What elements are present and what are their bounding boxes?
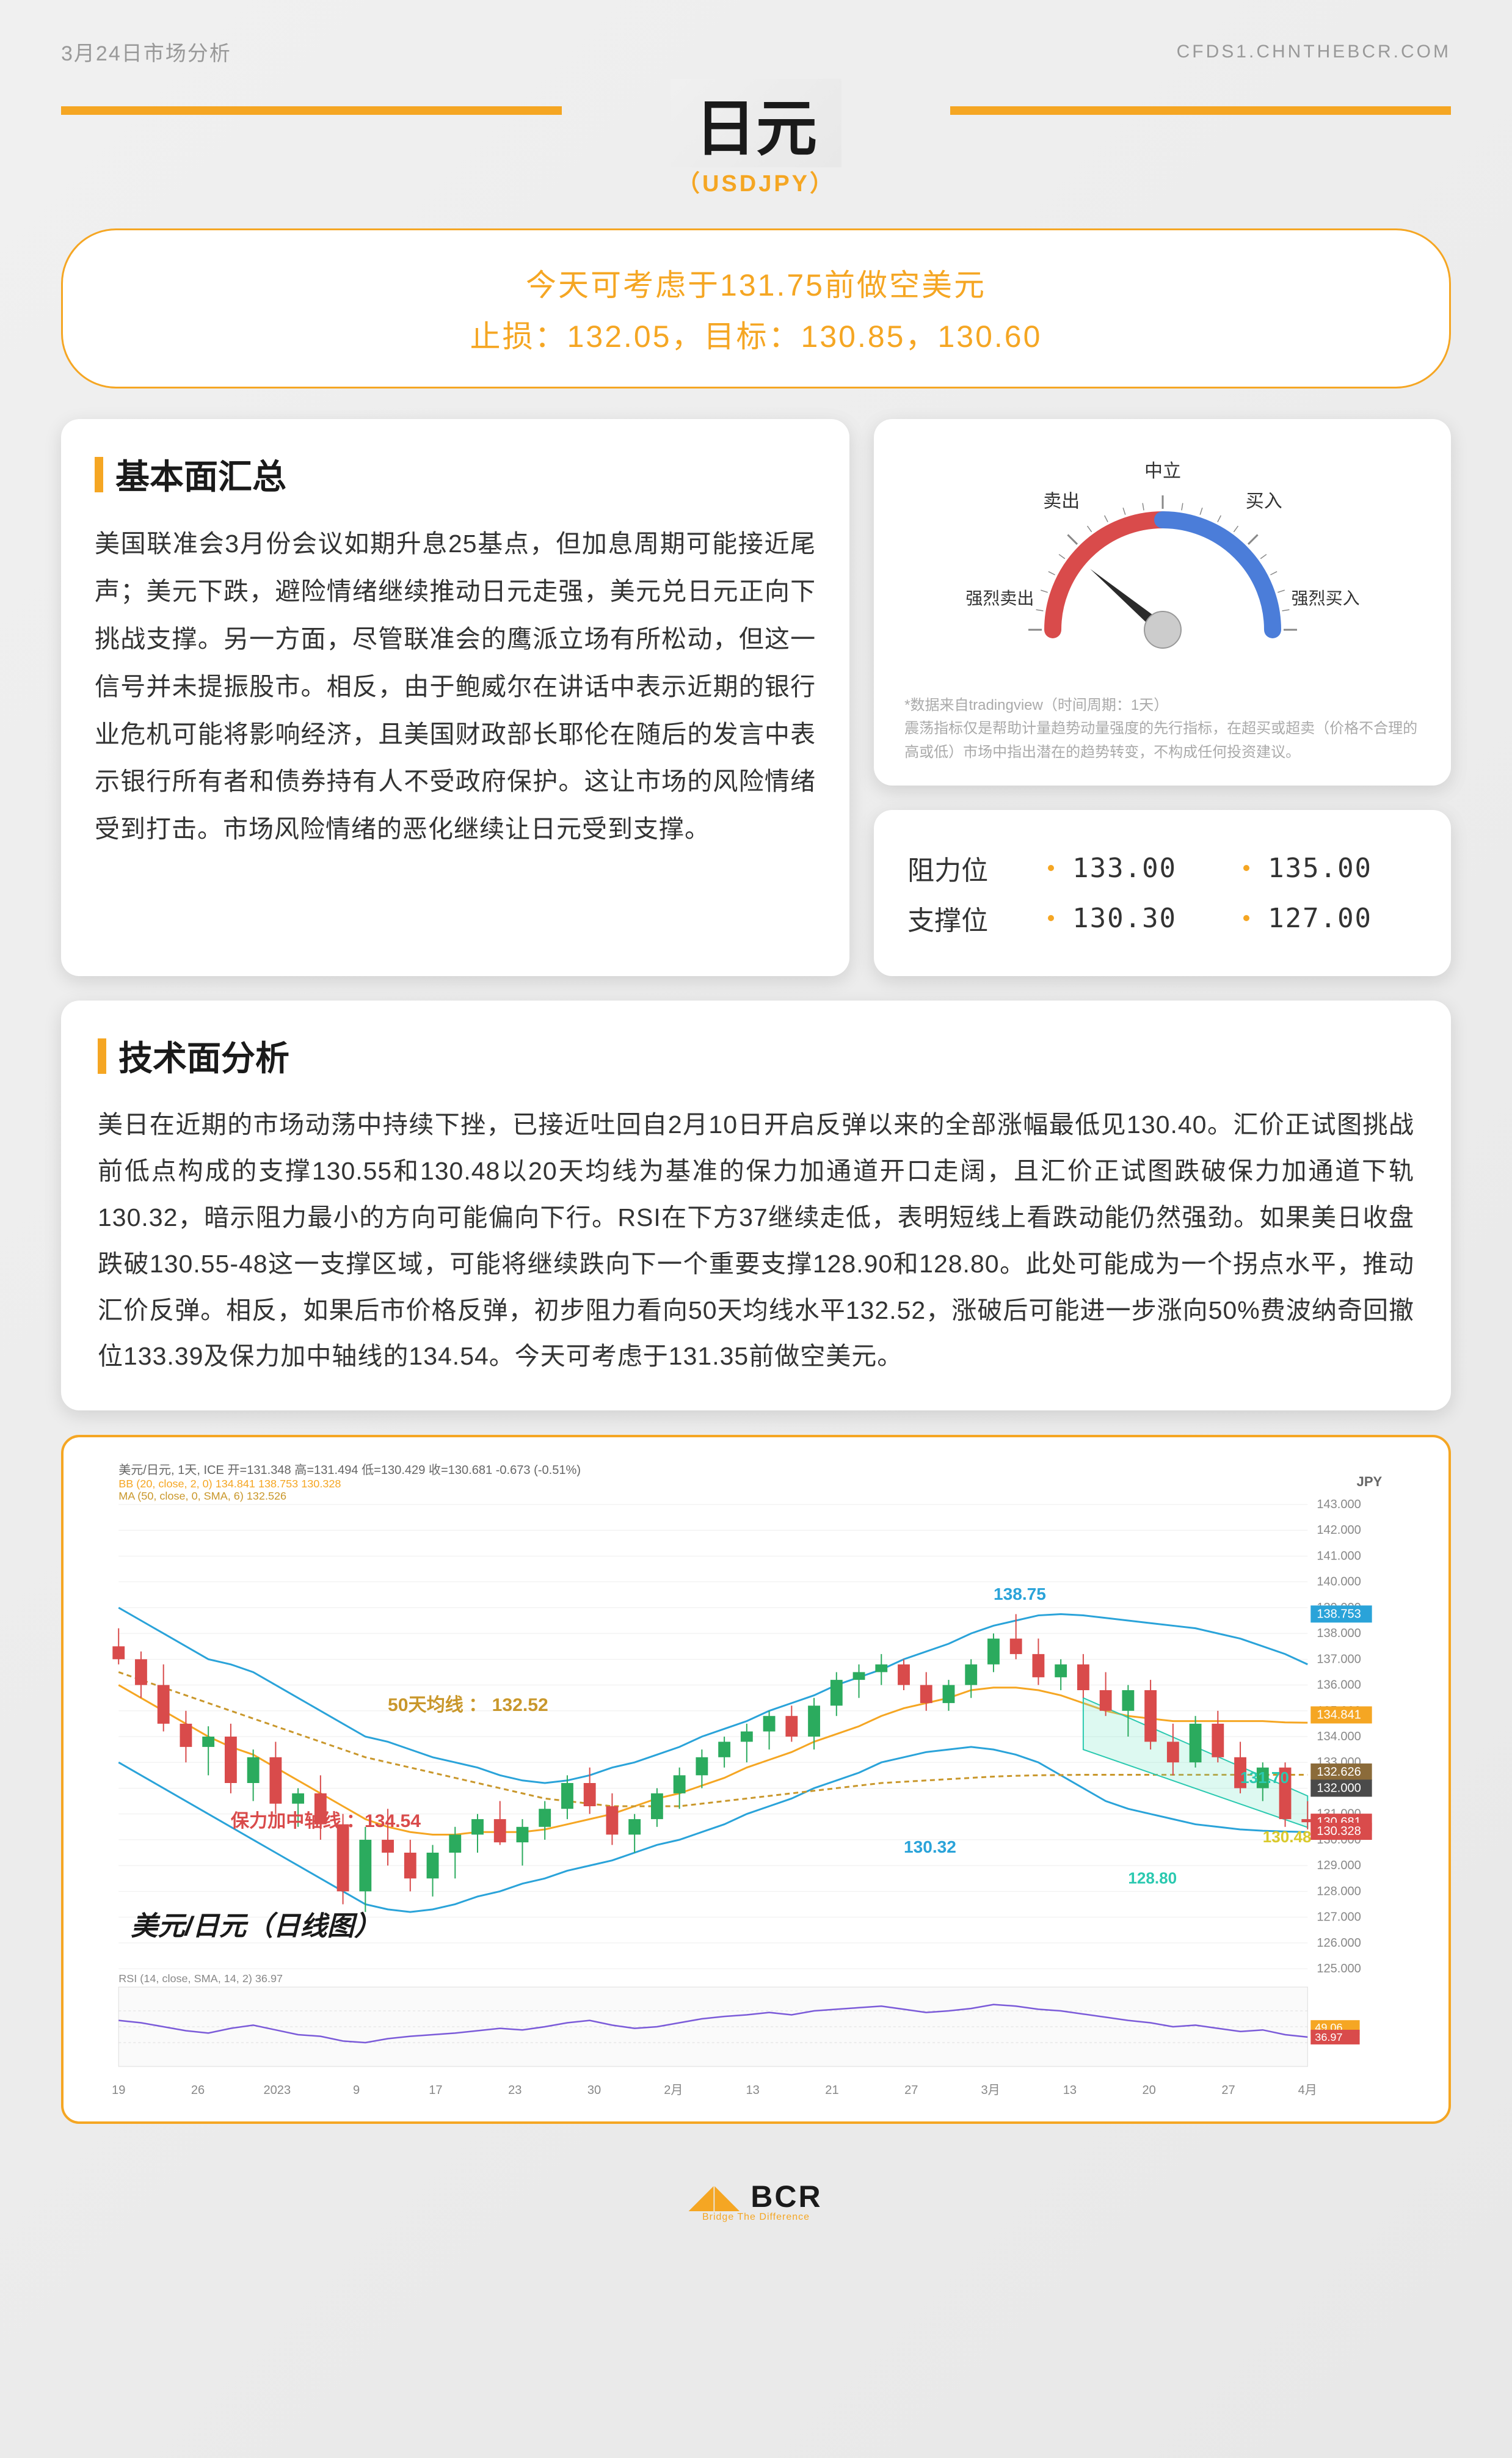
technical-card: 技术面分析 美日在近期的市场动荡中持续下挫，已接近吐回自2月10日开启反弹以来的…	[61, 1001, 1451, 1410]
recommendation-box: 今天可考虑于131.75前做空美元 止损：132.05，目标：130.85，13…	[61, 228, 1451, 388]
svg-text:23: 23	[508, 2084, 522, 2097]
footer-logo: ◢◣ BCR	[61, 2179, 1451, 2214]
support-row: 支撑位 130.30 127.00	[907, 899, 1417, 938]
svg-text:137.000: 137.000	[1317, 1653, 1361, 1666]
svg-text:130.328: 130.328	[1317, 1825, 1361, 1838]
fundamentals-body: 美国联准会3月份会议如期升息25基点，但加息周期可能接近尾声；美元下跌，避险情绪…	[95, 520, 816, 853]
dot-icon	[1048, 865, 1054, 871]
svg-text:130.32: 130.32	[904, 1837, 956, 1856]
dot-icon	[1048, 915, 1054, 921]
support-v1: 130.30	[1072, 903, 1213, 934]
svg-text:2月: 2月	[664, 2084, 683, 2097]
title-rule-right	[950, 106, 1451, 115]
technical-title: 技术面分析	[118, 1031, 289, 1081]
svg-text:138.753: 138.753	[1317, 1608, 1361, 1621]
svg-text:美元/日元（日线图）: 美元/日元（日线图）	[131, 1911, 381, 1941]
resistance-v1: 133.00	[1072, 853, 1213, 884]
svg-text:143.000: 143.000	[1317, 1498, 1361, 1511]
svg-text:RSI (14, close, SMA, 14, 2) 3: RSI (14, close, SMA, 14, 2) 36.97	[118, 1972, 283, 1985]
support-label: 支撑位	[907, 899, 1017, 938]
svg-text:19: 19	[112, 2084, 125, 2097]
svg-text:21: 21	[825, 2084, 838, 2097]
accent-bar-icon	[95, 457, 103, 492]
title-block: 日元 （USDJPY）	[61, 79, 1451, 198]
sentiment-gauge: 强烈卖出 卖出 中立买入强烈买入	[931, 447, 1395, 679]
svg-text:保力加中轴线 ：134.54: 保力加中轴线 ：134.54	[231, 1811, 421, 1831]
svg-text:50天均线 ： 132.52: 50天均线 ： 132.52	[388, 1695, 548, 1715]
page-title: 日元	[671, 79, 841, 167]
recommendation-line2: 止损：132.05，目标：130.85，130.60	[112, 312, 1400, 356]
logo-icon: ◢◣	[689, 2179, 740, 2214]
svg-text:20: 20	[1143, 2084, 1156, 2097]
svg-text:132.000: 132.000	[1317, 1782, 1361, 1795]
svg-text:17: 17	[429, 2084, 442, 2097]
svg-text:129.000: 129.000	[1317, 1859, 1361, 1872]
svg-text:美元/日元, 1天, ICE 开=131.348 高=1: 美元/日元, 1天, ICE 开=131.348 高=131.494 低=130…	[118, 1463, 581, 1477]
svg-text:9: 9	[353, 2084, 360, 2097]
dot-icon	[1243, 915, 1249, 921]
svg-text:27: 27	[904, 2084, 918, 2097]
chart-card: 143.000142.000141.000140.000139.000138.0…	[61, 1435, 1451, 2124]
svg-text:13: 13	[746, 2084, 759, 2097]
page-subtitle: （USDJPY）	[61, 164, 1451, 198]
footer: ◢◣ BCR Bridge The Difference	[61, 2161, 1451, 2241]
date-label: 3月24日市场分析	[61, 37, 231, 67]
svg-text:BB (20, close, 2, 0) 134.841: BB (20, close, 2, 0) 134.841 138.753 130…	[118, 1478, 341, 1490]
svg-text:140.000: 140.000	[1317, 1575, 1361, 1589]
svg-text:2023: 2023	[264, 2084, 291, 2097]
fundamentals-card: 基本面汇总 美国联准会3月份会议如期升息25基点，但加息周期可能接近尾声；美元下…	[61, 419, 849, 976]
svg-text:卖出: 卖出	[1043, 492, 1080, 512]
accent-bar-icon	[98, 1038, 106, 1074]
gauge-disclaimer: 震荡指标仅是帮助计量趋势动量强度的先行指标，在超买或超卖（价格不合理的高或低）市…	[904, 717, 1420, 764]
svg-text:136.000: 136.000	[1317, 1679, 1361, 1692]
svg-text:中立: 中立	[1144, 461, 1181, 481]
candlestick-chart: 143.000142.000141.000140.000139.000138.0…	[82, 1456, 1430, 2103]
svg-text:130.48: 130.48	[1263, 1828, 1312, 1846]
svg-text:强烈卖出: 强烈卖出	[965, 589, 1034, 608]
svg-text:128.80: 128.80	[1128, 1869, 1177, 1887]
recommendation-line1: 今天可考虑于131.75前做空美元	[112, 261, 1400, 305]
dot-icon	[1243, 865, 1249, 871]
fundamentals-title: 基本面汇总	[115, 450, 286, 499]
svg-text:131.70: 131.70	[1240, 1768, 1289, 1787]
svg-text:138.000: 138.000	[1317, 1627, 1361, 1640]
svg-text:3月: 3月	[981, 2084, 1000, 2097]
svg-text:30: 30	[587, 2084, 601, 2097]
svg-text:142.000: 142.000	[1317, 1523, 1361, 1537]
svg-text:141.000: 141.000	[1317, 1550, 1361, 1563]
technical-body: 美日在近期的市场动荡中持续下挫，已接近吐回自2月10日开启反弹以来的全部涨幅最低…	[98, 1102, 1414, 1380]
svg-text:26: 26	[191, 2084, 205, 2097]
resistance-row: 阻力位 133.00 135.00	[907, 848, 1417, 888]
source-url: CFDS1.CHNTHEBCR.COM	[1177, 42, 1451, 62]
header: 3月24日市场分析 CFDS1.CHNTHEBCR.COM	[61, 37, 1451, 67]
gauge-source: *数据来自tradingview（时间周期：1天）	[904, 694, 1420, 717]
svg-text:4月: 4月	[1298, 2084, 1317, 2097]
svg-text:138.75: 138.75	[994, 1585, 1046, 1604]
svg-text:买入: 买入	[1245, 492, 1282, 512]
svg-text:MA (50, close, 0, SMA, 6) 132: MA (50, close, 0, SMA, 6) 132.526	[118, 1490, 286, 1502]
footer-tagline: Bridge The Difference	[61, 2212, 1451, 2223]
svg-text:127.000: 127.000	[1317, 1911, 1361, 1924]
svg-text:125.000: 125.000	[1317, 1962, 1361, 1975]
svg-text:128.000: 128.000	[1317, 1885, 1361, 1898]
title-rule-left	[61, 106, 562, 115]
svg-text:强烈买入: 强烈买入	[1291, 589, 1359, 608]
levels-card: 阻力位 133.00 135.00 支撑位 130.30 127.00	[874, 810, 1451, 976]
resistance-v2: 135.00	[1268, 853, 1408, 884]
svg-text:132.626: 132.626	[1317, 1765, 1361, 1779]
svg-text:134.841: 134.841	[1317, 1709, 1361, 1722]
svg-text:126.000: 126.000	[1317, 1936, 1361, 1950]
support-v2: 127.00	[1268, 903, 1408, 934]
svg-text:27: 27	[1221, 2084, 1235, 2097]
svg-text:36.97: 36.97	[1315, 2031, 1342, 2043]
svg-text:134.000: 134.000	[1317, 1730, 1361, 1743]
resistance-label: 阻力位	[907, 848, 1017, 888]
footer-brand: BCR	[751, 2179, 822, 2214]
sentiment-gauge-card: 强烈卖出 卖出 中立买入强烈买入 *数据来自tradingview（时间周期：1天）…	[874, 419, 1451, 786]
svg-text:JPY: JPY	[1357, 1474, 1383, 1489]
svg-text:13: 13	[1063, 2084, 1077, 2097]
